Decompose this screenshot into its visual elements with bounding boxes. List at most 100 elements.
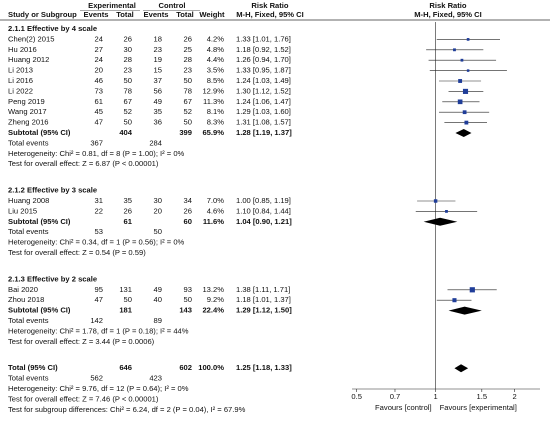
cell: 35 xyxy=(154,107,162,116)
favours-label: Favours [control] xyxy=(375,403,432,412)
summary-label: Subtotal (95% CI) xyxy=(8,217,71,226)
effect-square xyxy=(469,287,475,293)
cell: 49 xyxy=(154,97,162,106)
weight: 8.3% xyxy=(207,118,225,127)
ci-text: 1.29 [1.12, 1.50] xyxy=(236,306,292,315)
cell: 23 xyxy=(124,66,132,75)
weight: 3.5% xyxy=(207,66,225,75)
effect-square xyxy=(433,199,438,203)
study-name: Chen(2) 2015 xyxy=(8,34,54,43)
ci-text: 1.00 [0.85, 1.19] xyxy=(236,196,291,205)
cell: 404 xyxy=(119,128,132,137)
ci-text: 1.10 [0.84, 1.44] xyxy=(236,206,291,215)
cell: 26 xyxy=(184,34,192,43)
cell: 26 xyxy=(184,206,192,215)
cell: 26 xyxy=(124,34,132,43)
cell: 67 xyxy=(124,97,132,106)
cell: 50 xyxy=(124,295,132,304)
ci-text: 1.33 [1.01, 1.76] xyxy=(236,34,291,43)
diamond xyxy=(448,306,482,315)
diamond xyxy=(455,129,472,137)
cell: 67 xyxy=(184,97,192,106)
cell: 30 xyxy=(154,196,162,205)
column-header: M-H, Fixed, 95% CI xyxy=(414,10,482,19)
cell: 78 xyxy=(184,86,192,95)
ci-text: 1.30 [1.12, 1.52] xyxy=(236,86,291,95)
cell: 50 xyxy=(154,227,162,236)
cell: 50 xyxy=(184,118,192,127)
ci-text: 1.24 [1.06, 1.47] xyxy=(236,97,291,106)
cell: 95 xyxy=(95,285,103,294)
subgroup-title: 2.1.3 Effective by 2 scale xyxy=(8,274,97,283)
weight: 4.2% xyxy=(207,34,225,43)
cell: 60 xyxy=(184,217,192,226)
column-header: Events xyxy=(84,10,109,19)
cell: 47 xyxy=(95,118,103,127)
favours-label: Favours [experimental] xyxy=(440,403,517,412)
cell: 142 xyxy=(90,316,103,325)
cell: 19 xyxy=(154,55,162,64)
cell: 24 xyxy=(95,34,103,43)
weight: 7.0% xyxy=(207,196,225,205)
cell: 52 xyxy=(184,107,192,116)
ci-text: 1.26 [0.94, 1.70] xyxy=(236,55,291,64)
effect-square xyxy=(445,210,448,213)
cell: 52 xyxy=(124,107,132,116)
note: Heterogeneity: Chi² = 9.76, df = 12 (P =… xyxy=(8,384,189,393)
cell: 46 xyxy=(95,76,103,85)
group-header: Control xyxy=(159,1,186,10)
effect-square xyxy=(460,58,464,62)
weight: 8.5% xyxy=(207,76,225,85)
cell: 28 xyxy=(124,55,132,64)
column-header: Total xyxy=(116,10,134,19)
effect-square xyxy=(464,120,469,125)
weight: 4.8% xyxy=(207,45,225,54)
x-tick-label: 0.7 xyxy=(390,392,401,401)
heterogeneity: Heterogeneity: Chi² = 1.78, df = 1 (P = … xyxy=(8,326,189,335)
study-name: Huang 2012 xyxy=(8,55,49,64)
effect-square xyxy=(453,48,456,52)
weight: 4.6% xyxy=(207,206,225,215)
cell: 181 xyxy=(119,306,132,315)
cell: 61 xyxy=(95,97,103,106)
cell: 399 xyxy=(179,128,192,137)
study-name: Wang 2017 xyxy=(8,107,47,116)
effect-square xyxy=(466,69,470,72)
cell: 35 xyxy=(124,196,132,205)
weight: 9.2% xyxy=(207,295,225,304)
group-header: Experimental xyxy=(88,1,136,10)
cell: 61 xyxy=(124,217,133,226)
overall-effect: Test for overall effect: Z = 0.54 (P = 0… xyxy=(8,248,146,257)
study-name: Li 2016 xyxy=(8,76,33,85)
effect-square xyxy=(458,79,463,83)
diamond xyxy=(454,364,469,373)
cell: 50 xyxy=(184,295,192,304)
weight: 65.9% xyxy=(202,128,224,137)
events-label: Total events xyxy=(8,138,49,147)
cell: 25 xyxy=(184,45,192,54)
note: Test for subgroup differences: Chi² = 6.… xyxy=(8,405,246,414)
x-tick-label: 2 xyxy=(512,392,516,401)
cell: 56 xyxy=(154,86,162,95)
subgroup-title: 2.1.1 Effective by 4 scale xyxy=(8,24,97,33)
column-header: Weight xyxy=(199,10,225,19)
cell: 93 xyxy=(184,285,192,294)
effect-square xyxy=(457,99,463,105)
heterogeneity: Heterogeneity: Chi² = 0.81, df = 8 (P = … xyxy=(8,149,185,158)
x-tick-label: 0.5 xyxy=(351,392,362,401)
ci-text: 1.25 [1.18, 1.33] xyxy=(236,363,292,372)
cell: 37 xyxy=(154,76,162,85)
heterogeneity: Heterogeneity: Chi² = 0.34, df = 1 (P = … xyxy=(8,238,185,247)
ci-text: 1.04 [0.90, 1.21] xyxy=(236,217,292,226)
cell: 131 xyxy=(119,285,132,294)
cell: 562 xyxy=(90,374,103,383)
ci-text: 1.38 [1.11, 1.71] xyxy=(236,285,290,294)
cell: 50 xyxy=(124,76,132,85)
weight: 100.0% xyxy=(198,363,224,372)
cell: 646 xyxy=(119,363,132,372)
events-label: Total events xyxy=(8,316,49,325)
cell: 284 xyxy=(149,138,162,147)
cell: 36 xyxy=(154,118,162,127)
cell: 23 xyxy=(184,66,192,75)
weight: 13.2% xyxy=(202,285,224,294)
